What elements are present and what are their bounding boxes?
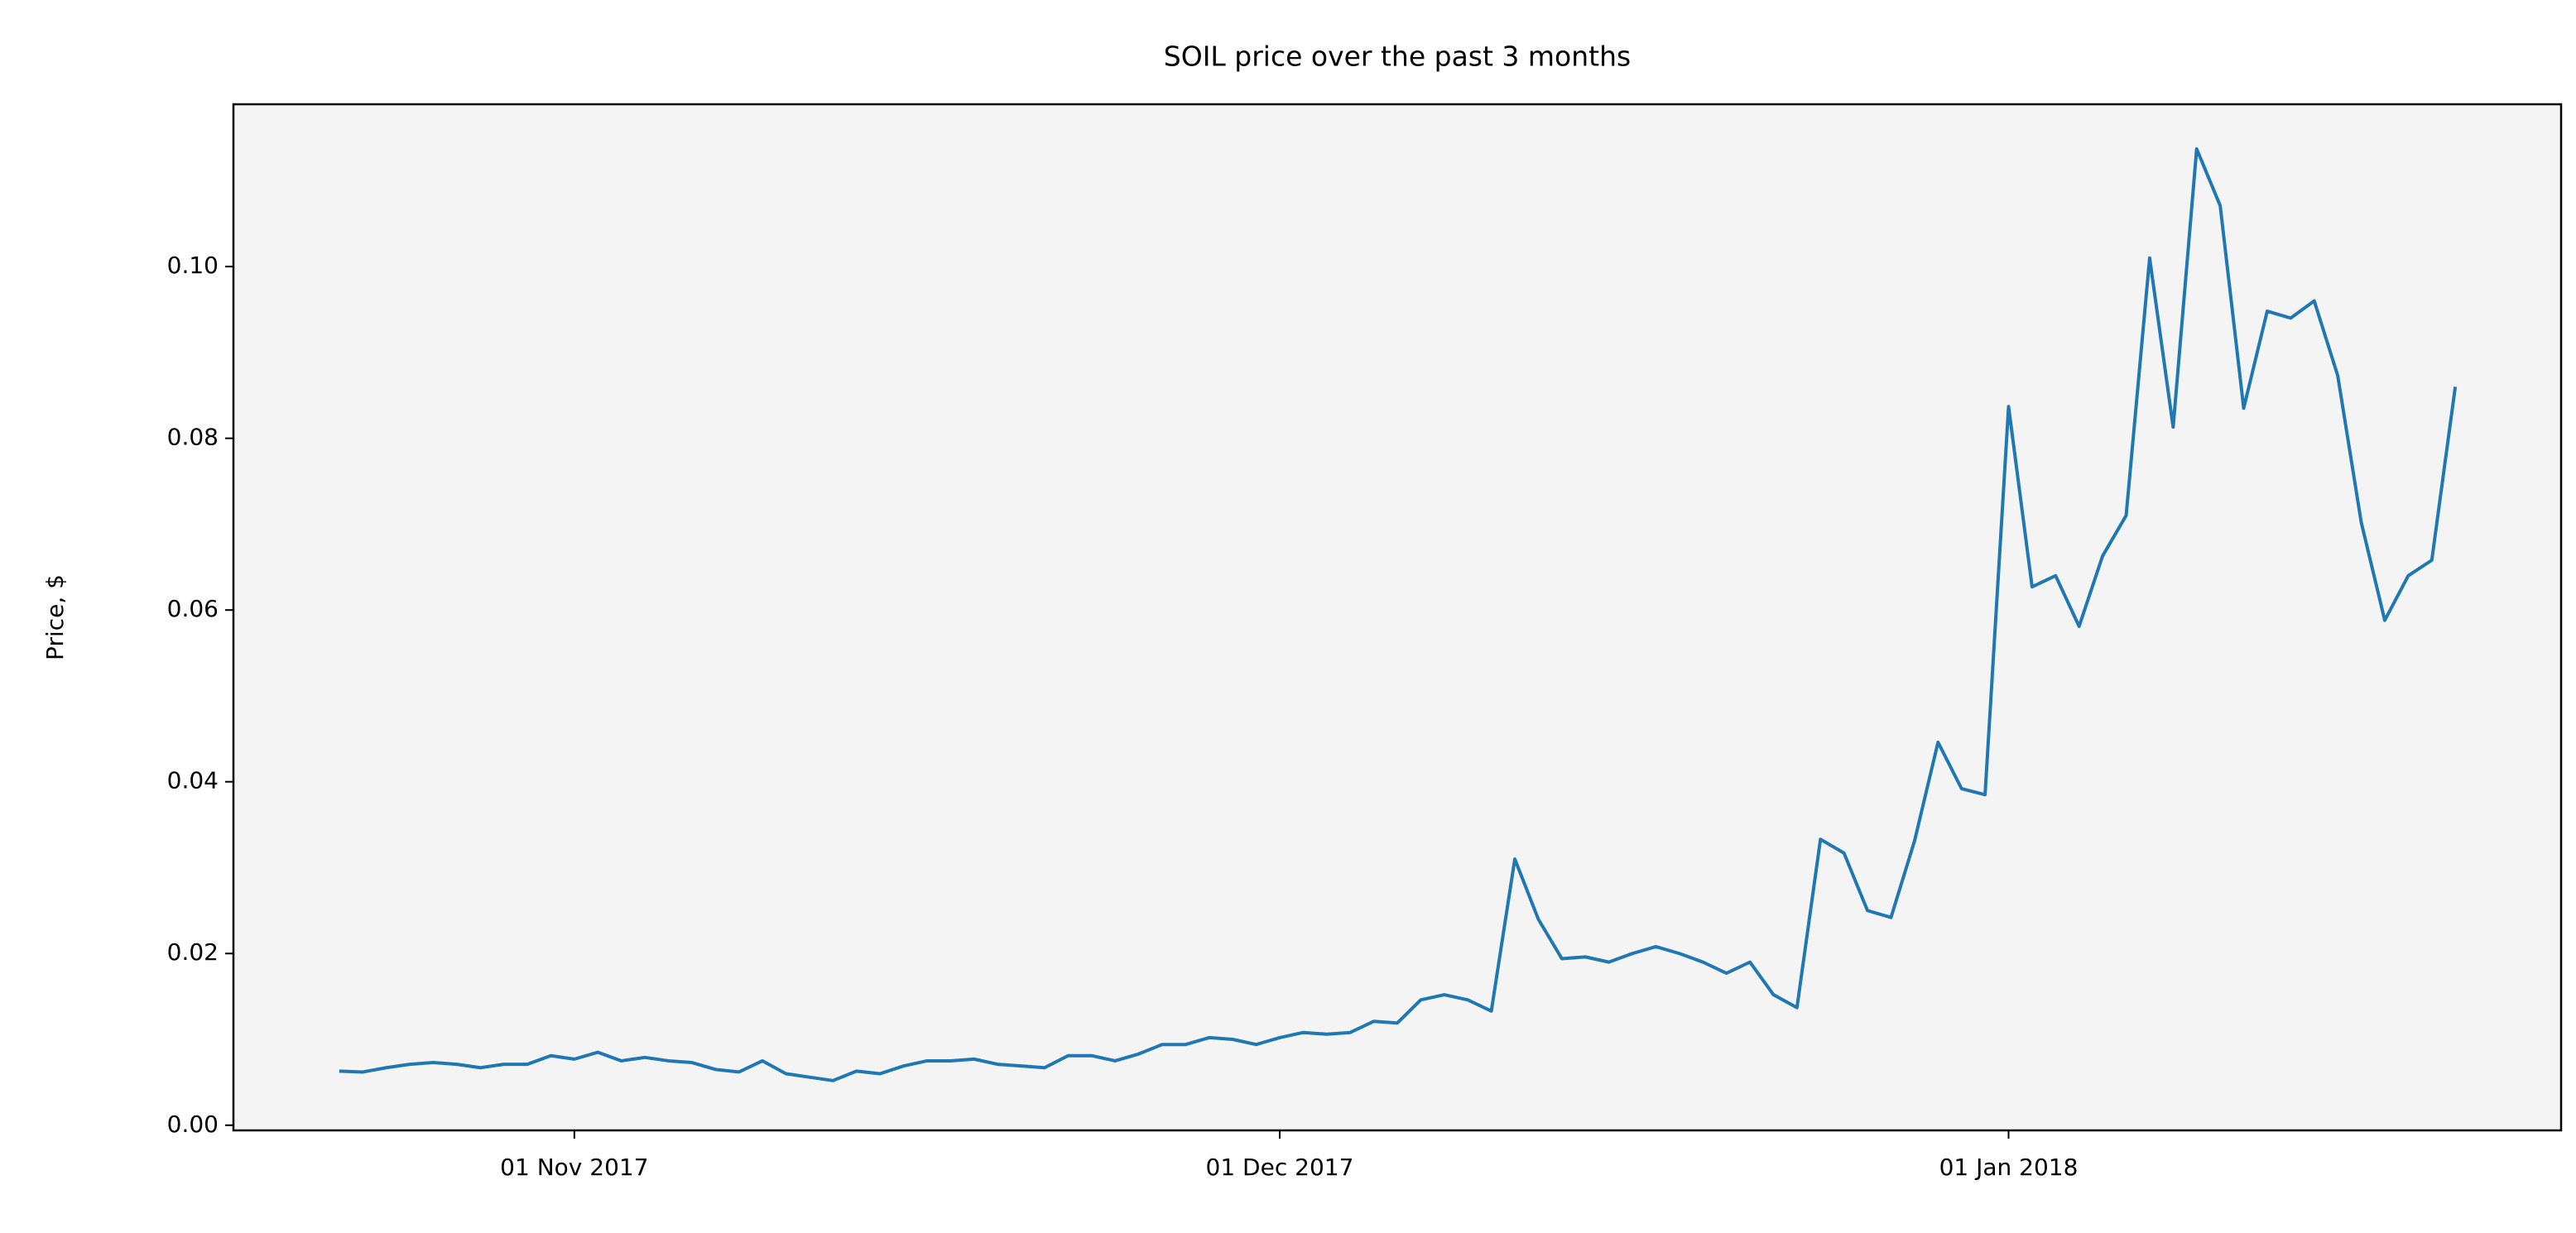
plot-area	[233, 104, 2561, 1130]
y-tick-label: 0.10	[167, 252, 219, 279]
axes-frame	[232, 103, 2563, 1132]
price-line	[339, 146, 2458, 1082]
y-tick-label: 0.06	[167, 595, 219, 622]
x-tick-label: 01 Jan 2018	[1939, 1154, 2079, 1181]
x-tick-label: 01 Dec 2017	[1206, 1154, 1354, 1181]
y-tick-label: 0.04	[167, 767, 219, 794]
y-axis-label: Price, $	[41, 574, 69, 660]
y-tick-label: 0.02	[167, 938, 219, 966]
chart-title: SOIL price over the past 3 months	[1164, 41, 1631, 73]
x-tick-label: 01 Nov 2017	[500, 1154, 648, 1181]
y-tick-label: 0.00	[167, 1111, 219, 1138]
y-tick-label: 0.08	[167, 424, 219, 451]
